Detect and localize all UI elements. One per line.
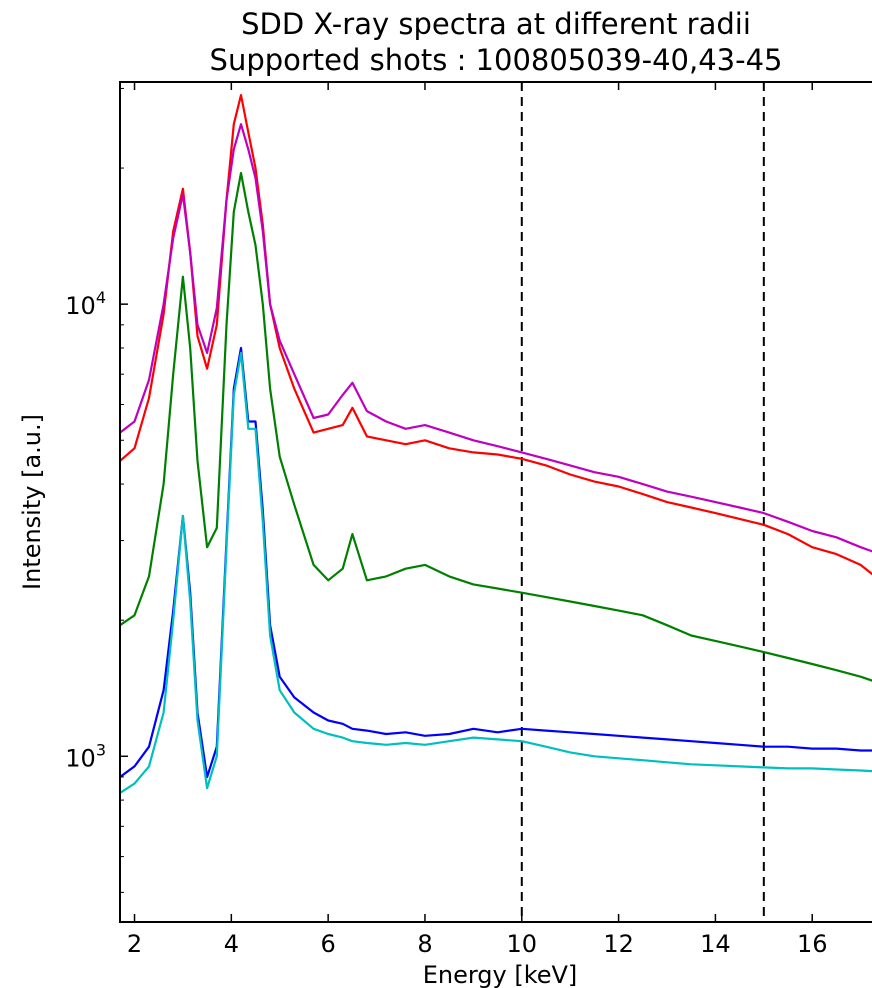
series-line-2 [119,123,872,553]
series-layer [119,93,872,794]
x-tick-label: 6 [321,930,336,958]
series-line-5 [119,351,872,794]
x-tick-label: 4 [224,930,239,958]
series-line-3 [119,171,872,682]
y-tick-label: 103 [65,740,106,772]
chart-title-block: SDD X-ray spectra at different radii Sup… [120,6,872,78]
series-line-1 [119,93,872,576]
x-tick-label: 14 [700,930,731,958]
x-tick-label: 10 [507,930,538,958]
reference-lines [520,82,765,922]
chart-title: SDD X-ray spectra at different radii [241,7,751,41]
series-line-4 [119,346,872,779]
plot-frame [119,81,872,923]
x-tick-label: 16 [797,930,828,958]
x-axis-label: Energy [keV] [423,961,578,988]
y-axis-label: Intensity [a.u.] [18,414,46,590]
axis-ticks: 2 4 6 8 10 12 14 16 103 104 [65,82,828,958]
x-tick-label: 2 [127,930,142,958]
y-tick-label: 104 [65,288,106,320]
chart-subtitle: Supported shots : 100805039-40,43-45 [209,43,783,77]
x-tick-label: 8 [417,930,432,958]
x-tick-label: 12 [603,930,634,958]
